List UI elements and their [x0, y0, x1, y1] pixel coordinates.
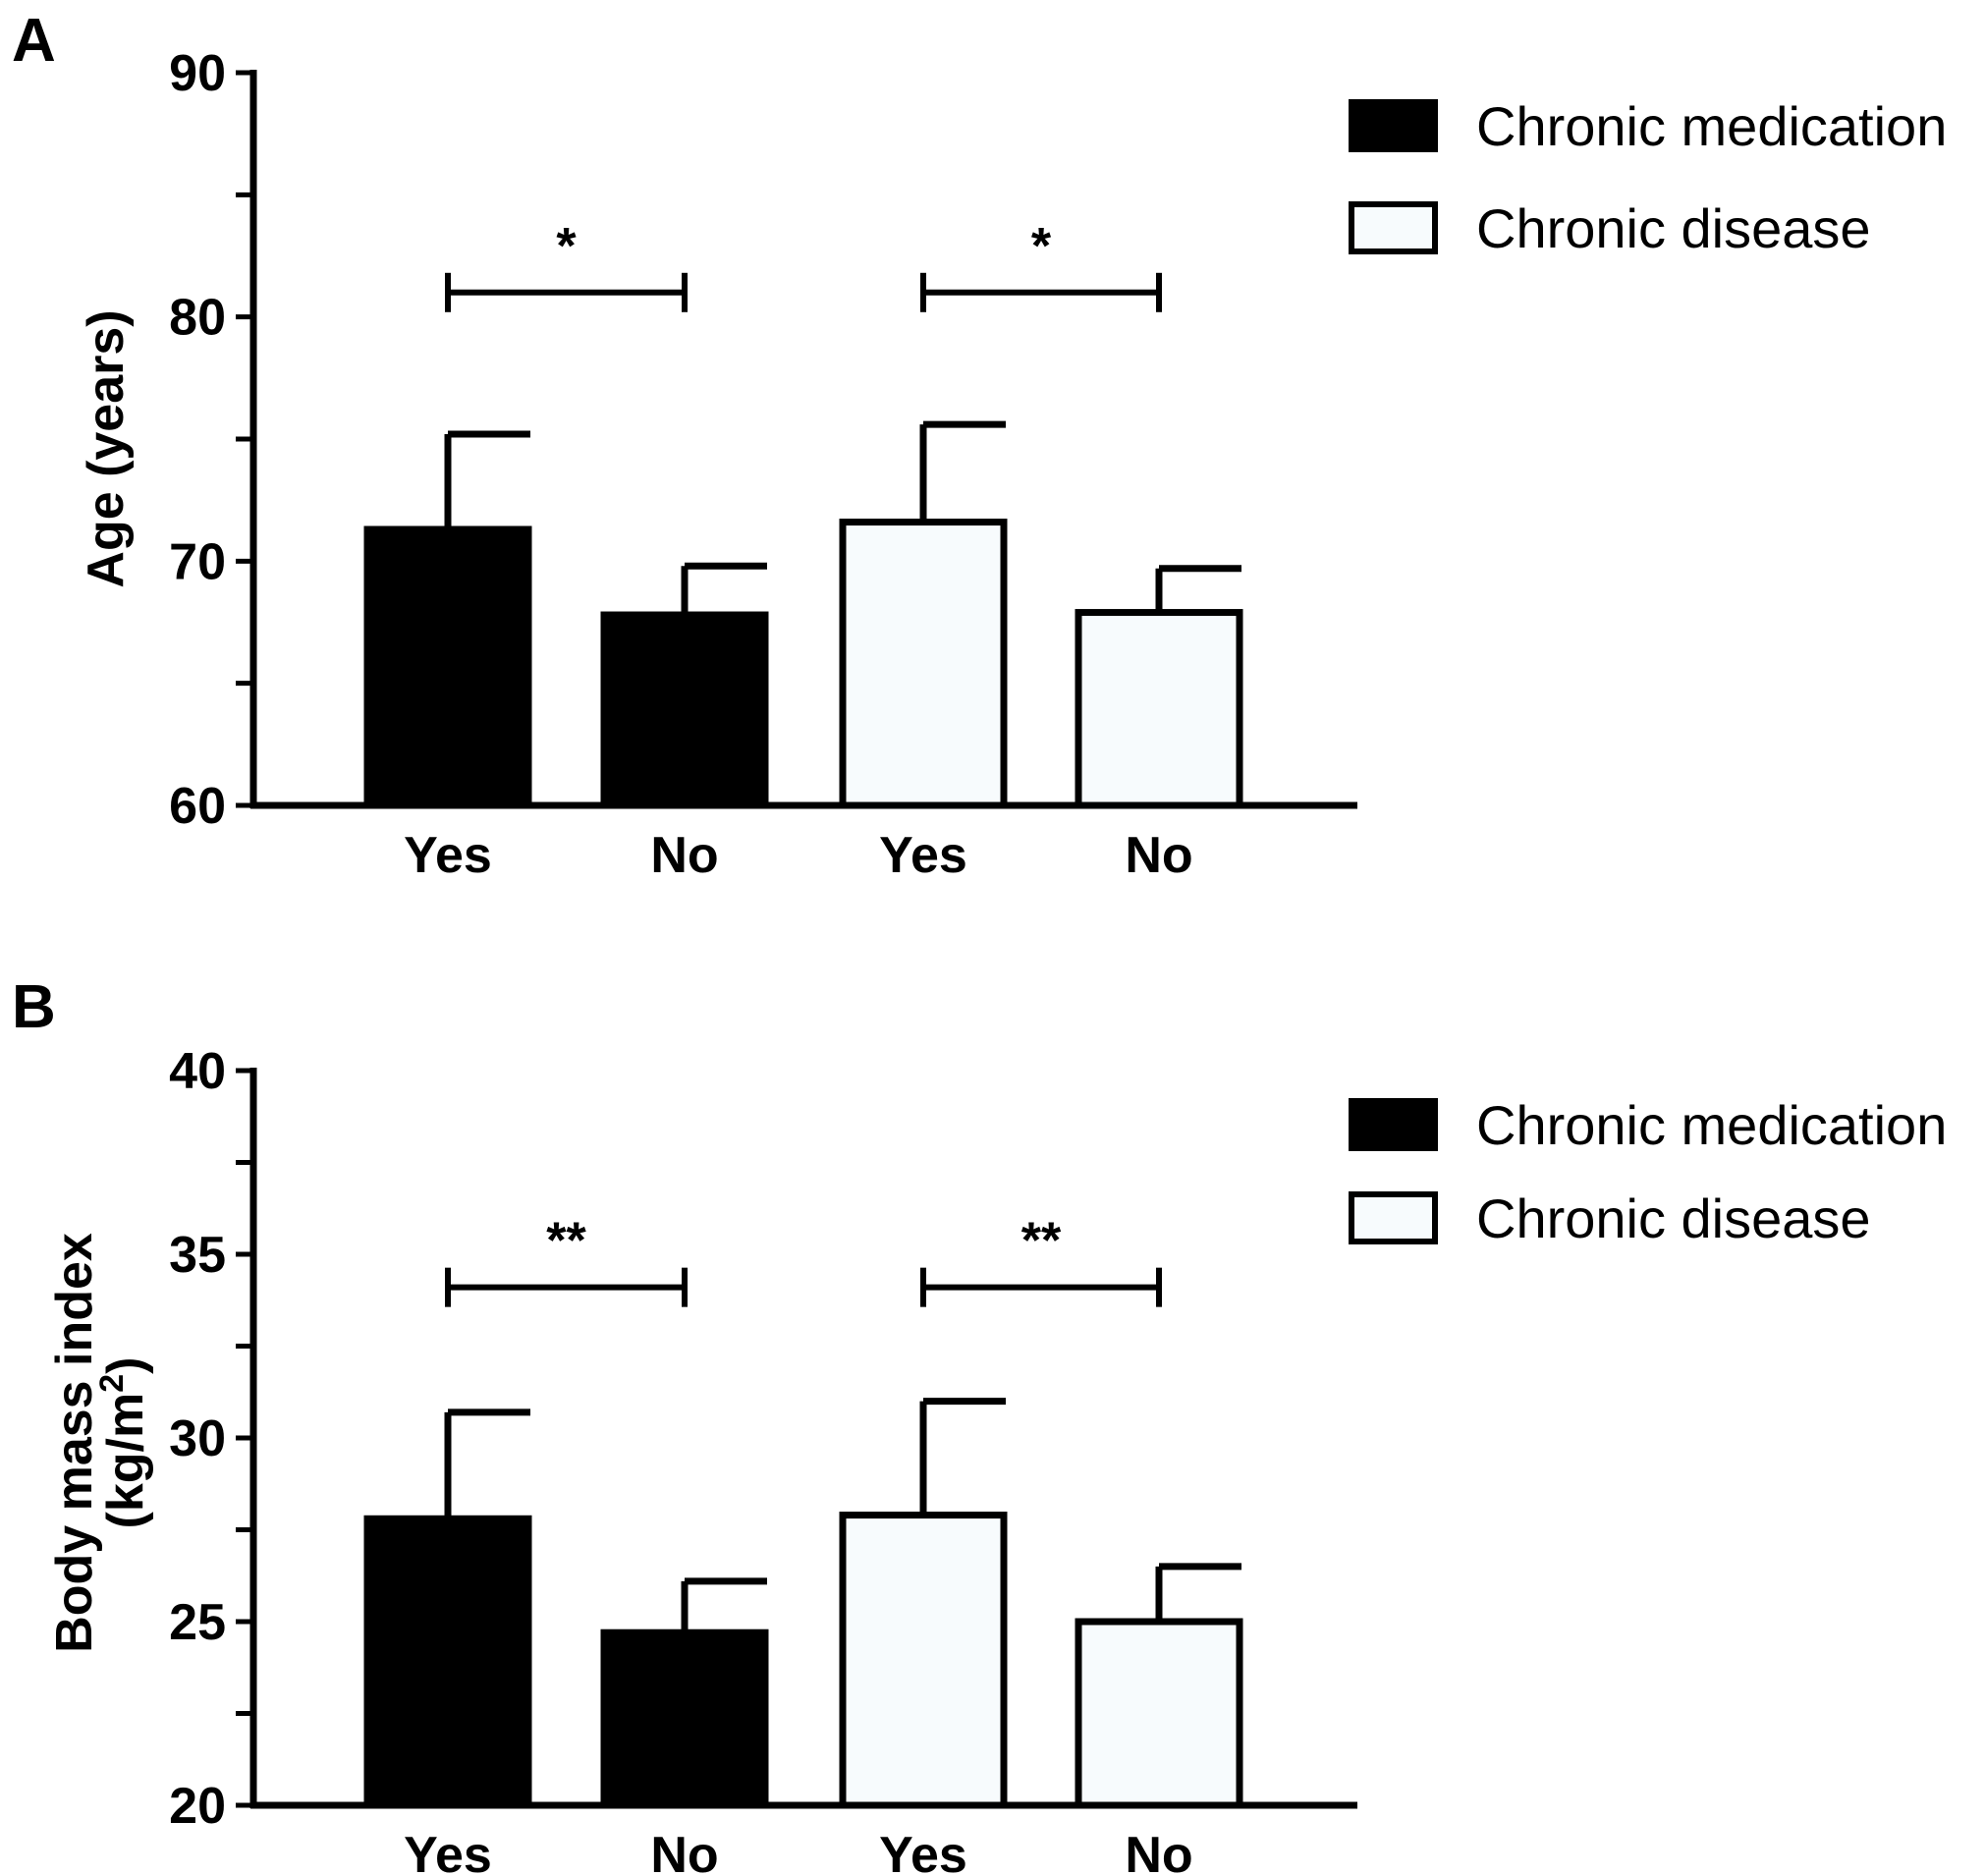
y-axis-unit: (kg/m [97, 1393, 154, 1529]
category-label: No [1125, 827, 1192, 884]
y-axis-title: Age (years) [78, 309, 135, 587]
legend-swatch-disease [1349, 1191, 1438, 1244]
panel-b-bmi-chart: B 20 25 30 35 40 Yes No Yes No ** ** Chronic medicat… [12, 973, 1947, 1876]
y-axis-title-line2: (kg/m2) [93, 1357, 154, 1529]
y-axis-title-line1: Body mass index [46, 1233, 103, 1653]
legend-label-medication: Chronic medication [1476, 1094, 1947, 1156]
y-tick-label: 70 [169, 533, 226, 590]
significance-label: ** [546, 1213, 586, 1270]
y-tick-label: 60 [169, 778, 226, 835]
y-tick-label: 20 [169, 1778, 226, 1835]
significance-label: * [556, 218, 577, 275]
category-label: No [650, 1827, 718, 1876]
y-axis-unit-close: ) [97, 1357, 154, 1374]
y-tick-label: 25 [169, 1594, 226, 1651]
category-label: Yes [879, 827, 967, 884]
bar-disease-no [1075, 1618, 1243, 1809]
panel-letter-a: A [12, 7, 56, 75]
category-label: Yes [404, 1827, 492, 1876]
significance-label: ** [1021, 1213, 1062, 1270]
y-tick-label: 35 [169, 1227, 226, 1284]
legend-label-medication: Chronic medication [1476, 95, 1947, 157]
category-label: No [650, 827, 718, 884]
legend-label-disease: Chronic disease [1476, 1187, 1871, 1249]
y-tick-label: 30 [169, 1410, 226, 1467]
bar-medication-no [600, 1628, 769, 1809]
category-label: No [1125, 1827, 1192, 1876]
legend-label-disease: Chronic disease [1476, 197, 1871, 259]
y-tick-label: 90 [169, 45, 226, 102]
bar-medication-yes [363, 1515, 532, 1809]
bar-disease-no [1075, 609, 1243, 809]
legend-swatch-medication [1349, 99, 1438, 152]
category-label: Yes [404, 827, 492, 884]
y-tick-label: 40 [169, 1043, 226, 1100]
bar-disease-yes [839, 519, 1008, 809]
category-label: Yes [879, 1827, 967, 1876]
bar-medication-yes [363, 525, 532, 809]
bar-medication-no [600, 611, 769, 809]
y-axis-unit-superscript: 2 [93, 1374, 131, 1393]
panel-a-age-chart: A 60 70 80 90 Yes No Yes No * * Chronic medication C… [12, 7, 1947, 884]
y-tick-label: 80 [169, 290, 226, 347]
legend-swatch-medication [1349, 1098, 1438, 1151]
panel-letter-b: B [12, 973, 56, 1041]
significance-label: * [1031, 218, 1052, 275]
legend-swatch-disease [1349, 201, 1438, 254]
bar-disease-yes [839, 1512, 1008, 1809]
